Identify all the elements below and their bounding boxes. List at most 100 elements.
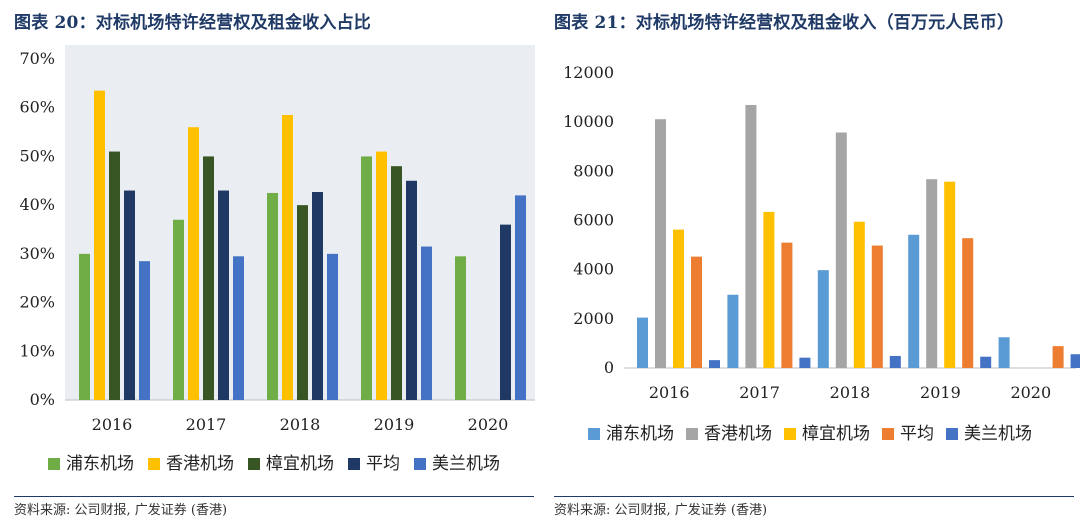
legend-label: 美兰机场 xyxy=(432,454,500,474)
y-tick-label: 6000 xyxy=(573,211,614,230)
bar xyxy=(962,238,974,368)
bar xyxy=(188,127,199,400)
bar xyxy=(1070,354,1080,368)
bar-chart-concession-share: 0% 10% 20% 30% 40% 50% 60% 70% 2016 2017 2018 2019 2… xyxy=(19,45,535,474)
y-tick-label: 8000 xyxy=(573,161,614,180)
bar xyxy=(173,219,184,400)
bar xyxy=(282,115,293,401)
x-tick-label: 2019 xyxy=(374,415,415,434)
y-tick-label: 10000 xyxy=(563,112,614,131)
chart-panel-left: 图表 20：对标机场特许经营权及租金收入占比 0% 10% 20% 30% 40% 50%… xyxy=(14,13,535,518)
x-tick-label: 2018 xyxy=(280,415,321,434)
x-tick-label: 2017 xyxy=(186,415,227,434)
legend-swatch xyxy=(784,428,796,440)
bar xyxy=(297,205,308,400)
source-note: 资料来源: 公司财报, 广发证券 (香港) xyxy=(14,503,228,518)
legend-label: 樟宜机场 xyxy=(266,454,334,474)
bar xyxy=(376,151,387,400)
legend-swatch xyxy=(414,458,426,470)
y-tick-label: 10% xyxy=(19,341,55,360)
y-tick-label: 0 xyxy=(604,358,614,377)
bar xyxy=(673,229,684,368)
bar xyxy=(312,191,323,400)
x-tick-label: 2016 xyxy=(649,383,690,402)
x-tick-label: 2020 xyxy=(468,415,509,434)
bar xyxy=(944,181,956,368)
bar xyxy=(109,151,120,400)
legend-label: 平均 xyxy=(366,454,400,474)
bar xyxy=(691,256,702,368)
bar xyxy=(500,224,511,400)
bar xyxy=(79,253,90,400)
legend-label: 美兰机场 xyxy=(964,424,1032,444)
legend-swatch xyxy=(148,458,160,470)
bar xyxy=(926,179,938,368)
legend-swatch xyxy=(348,458,360,470)
bar xyxy=(817,270,829,368)
bar xyxy=(455,256,466,400)
bar xyxy=(391,166,402,400)
x-tick-label: 2017 xyxy=(739,383,780,402)
y-tick-label: 30% xyxy=(19,244,55,263)
y-tick-label: 60% xyxy=(19,98,55,117)
bar xyxy=(218,190,229,400)
chart-title: 图表 21：对标机场特许经营权及租金收入（百万元人民币） xyxy=(554,13,1015,33)
y-tick-label: 4000 xyxy=(573,260,614,279)
bar xyxy=(637,317,648,368)
bar xyxy=(233,256,244,400)
legend-swatch xyxy=(882,428,894,440)
bar xyxy=(980,356,992,368)
legend-swatch xyxy=(48,458,60,470)
bar xyxy=(327,253,338,400)
legend-label: 浦东机场 xyxy=(66,454,134,474)
bar xyxy=(763,211,775,368)
bar xyxy=(745,104,757,368)
y-tick-label: 70% xyxy=(19,49,55,68)
y-tick-label: 12000 xyxy=(563,63,614,82)
x-tick-label: 2018 xyxy=(830,383,871,402)
bar xyxy=(655,119,666,368)
y-tick-label: 2000 xyxy=(573,309,614,328)
legend-label: 香港机场 xyxy=(166,454,234,474)
x-tick-label: 2016 xyxy=(92,415,133,434)
bar xyxy=(998,337,1010,368)
bar xyxy=(1052,346,1064,368)
bar xyxy=(515,195,526,400)
legend-label: 平均 xyxy=(900,424,934,444)
y-tick-label: 0% xyxy=(30,390,55,409)
bar xyxy=(421,246,432,400)
bar xyxy=(908,234,920,368)
bar xyxy=(799,357,811,368)
x-tick-label: 2020 xyxy=(1010,383,1051,402)
legend-swatch xyxy=(946,428,958,440)
y-tick-label: 20% xyxy=(19,293,55,312)
divider xyxy=(14,496,534,497)
bar xyxy=(727,294,739,368)
y-tick-label: 50% xyxy=(19,146,55,165)
source-note: 资料来源: 公司财报, 广发证券 (香港) xyxy=(554,503,768,518)
bar xyxy=(361,156,372,400)
bar xyxy=(889,355,901,368)
chart-panel-right: 图表 21：对标机场特许经营权及租金收入（百万元人民币） 0 2000 4000 60… xyxy=(540,0,1080,524)
bar xyxy=(139,261,150,400)
divider xyxy=(554,496,1074,497)
legend-swatch xyxy=(588,428,600,440)
chart-title: 图表 20：对标机场特许经营权及租金收入占比 xyxy=(14,13,371,33)
bar xyxy=(406,180,417,400)
bar xyxy=(203,156,214,400)
legend-swatch xyxy=(248,458,260,470)
y-tick-label: 40% xyxy=(19,195,55,214)
bar xyxy=(267,192,278,400)
legend-label: 香港机场 xyxy=(704,424,772,444)
bar-chart-concession-revenue: 0 2000 4000 6000 8000 10000 12000 2016 2017 2018 2… xyxy=(563,59,1080,444)
legend-label: 樟宜机场 xyxy=(802,424,870,444)
legend-swatch xyxy=(686,428,698,440)
bar xyxy=(124,190,135,400)
bar xyxy=(871,245,883,368)
legend-label: 浦东机场 xyxy=(606,424,674,444)
x-tick-label: 2019 xyxy=(920,383,961,402)
bar xyxy=(709,360,720,368)
bar xyxy=(781,242,793,368)
bar xyxy=(94,90,105,401)
bar xyxy=(835,132,847,368)
